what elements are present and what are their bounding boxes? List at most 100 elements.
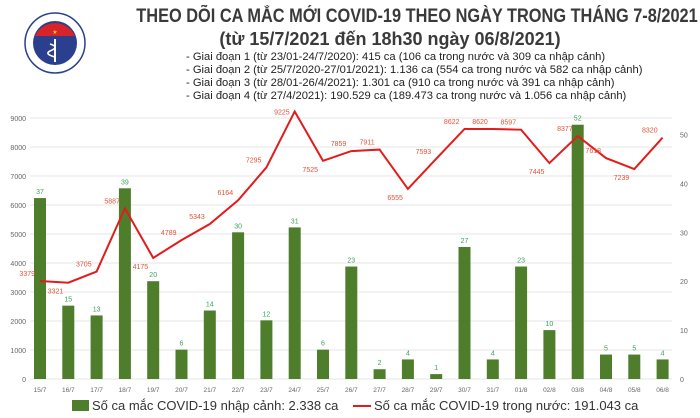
y-left-tick-label: 4000 (10, 261, 26, 268)
bar-data-label: 2 (378, 360, 382, 367)
bar (90, 315, 103, 379)
domestic-line (39, 109, 664, 284)
bar-data-label: 14 (206, 302, 214, 309)
x-tick-label: 22/7 (232, 387, 245, 394)
bar-data-label: 15 (64, 297, 72, 304)
line-data-label: 8620 (472, 119, 488, 126)
line-data-label: 7239 (614, 175, 630, 182)
bar-data-label: 30 (234, 223, 242, 230)
y-left-tick-label: 6000 (10, 203, 26, 210)
y-right-tick-label: 40 (680, 181, 688, 188)
bar-data-label: 52 (574, 116, 582, 123)
x-tick-label: 24/7 (288, 387, 301, 394)
line-data-label: 5887 (104, 198, 120, 205)
y-right-tick-label: 50 (680, 133, 688, 140)
bar (430, 374, 443, 379)
bar (458, 246, 471, 379)
bar (345, 266, 358, 379)
line-data-label: 8597 (501, 120, 517, 127)
period-notes: - Giai đoạn 1 (từ 23/01-24/7/2020): 415 … (186, 51, 642, 103)
x-tick-label: 15/7 (34, 387, 47, 394)
bar-data-label: 20 (149, 272, 157, 279)
y-right-tick-label: 20 (680, 279, 688, 286)
bar (656, 359, 669, 379)
line-data-label: 9225 (274, 109, 290, 116)
legend-domestic-label: Số ca mắc COVID-19 trong nước: 191.043 c… (374, 398, 639, 413)
bar-data-label: 4 (661, 350, 665, 357)
bar (543, 330, 556, 379)
bar (628, 354, 641, 379)
y-left-tick-label: 3000 (10, 290, 26, 297)
bar-data-label: 37 (36, 189, 44, 196)
bar (288, 227, 301, 379)
line-data-label: 3379 (19, 271, 35, 278)
x-tick-label: 03/8 (571, 387, 584, 394)
chart-subtitle: (từ 15/7/2021 đến 18h30 ngày 06/8/2021) (219, 29, 561, 49)
bar-data-label: 10 (546, 321, 554, 328)
bar (118, 188, 131, 379)
y-left-tick-label: 5000 (10, 232, 26, 239)
line-data-label: 7859 (331, 141, 347, 148)
line-data-label: 8622 (444, 119, 460, 126)
bar (515, 266, 528, 379)
bar (401, 359, 414, 379)
line-data-label: 6164 (218, 190, 234, 197)
line-data-label: 5343 (189, 214, 205, 221)
bar (147, 281, 160, 379)
ministry-of-health-logo: ★ (24, 12, 86, 74)
legend-bar-swatch (72, 400, 89, 411)
line-data-label: 7618 (585, 148, 601, 155)
x-tick-label: 29/7 (430, 387, 443, 394)
x-tick-label: 19/7 (147, 387, 160, 394)
bar-data-label: 5 (604, 346, 608, 353)
note-period-3: - Giai đoạn 3 (từ 28/01-26/4/2021): 1.30… (186, 77, 615, 89)
bar (600, 354, 612, 379)
bar-data-label: 6 (180, 341, 184, 348)
x-tick-label: 01/8 (515, 387, 528, 394)
x-tick-label: 05/8 (628, 387, 641, 394)
line-data-label: 3321 (48, 289, 64, 296)
x-tick-label: 20/7 (175, 387, 188, 394)
line-data-label: 7911 (360, 140, 375, 147)
note-period-1: - Giai đoạn 1 (từ 23/01-24/7/2020): 415 … (186, 51, 606, 63)
y-right-tick-label: 30 (680, 230, 688, 237)
legend-domestic: Số ca mắc COVID-19 trong nước: 191.043 c… (353, 398, 638, 413)
legend-imported-label: Số ca mắc COVID-19 nhập cảnh: 2.338 ca (92, 398, 339, 413)
legend-line-swatch (353, 404, 371, 407)
bar (175, 349, 188, 379)
bar (34, 198, 46, 379)
bar (486, 359, 499, 379)
bar (317, 349, 329, 379)
bar-data-label: 4 (406, 350, 410, 357)
bar (571, 124, 584, 379)
x-tick-label: 27/7 (373, 387, 386, 394)
x-tick-label: 18/7 (119, 387, 132, 394)
bar-data-label: 12 (263, 311, 271, 318)
bar-data-label: 6 (321, 341, 325, 348)
x-tick-label: 06/8 (656, 387, 669, 394)
legend-imported: Số ca mắc COVID-19 nhập cảnh: 2.338 ca (72, 398, 338, 413)
line-data-label: 7295 (246, 157, 262, 164)
x-tick-label: 31/7 (486, 387, 499, 394)
bar-data-label: 13 (93, 306, 101, 313)
x-tick-label: 16/7 (62, 387, 75, 394)
bar (62, 305, 75, 379)
line-data-label: 4175 (133, 264, 149, 271)
y-left-tick-label: 9000 (10, 116, 26, 123)
bar-data-label: 31 (291, 218, 299, 225)
y-left-tick-label: 0 (22, 377, 26, 384)
svg-text:★: ★ (52, 29, 57, 36)
y-left-tick-label: 7000 (10, 174, 26, 181)
note-period-4: - Giai đoạn 4 (từ 27/4/2021): 190.529 ca… (186, 90, 627, 102)
bar-data-label: 1 (434, 365, 438, 372)
bar (203, 310, 216, 379)
x-tick-label: 26/7 (345, 387, 358, 394)
bar-data-label: 4 (491, 350, 495, 357)
x-tick-label: 30/7 (458, 387, 471, 394)
y-left-tick-label: 1000 (10, 348, 26, 355)
bar-data-label: 5 (632, 346, 636, 353)
line-data-label: 3705 (76, 262, 92, 269)
line-data-label: 7525 (302, 167, 318, 174)
bar-data-label: 39 (121, 179, 129, 186)
